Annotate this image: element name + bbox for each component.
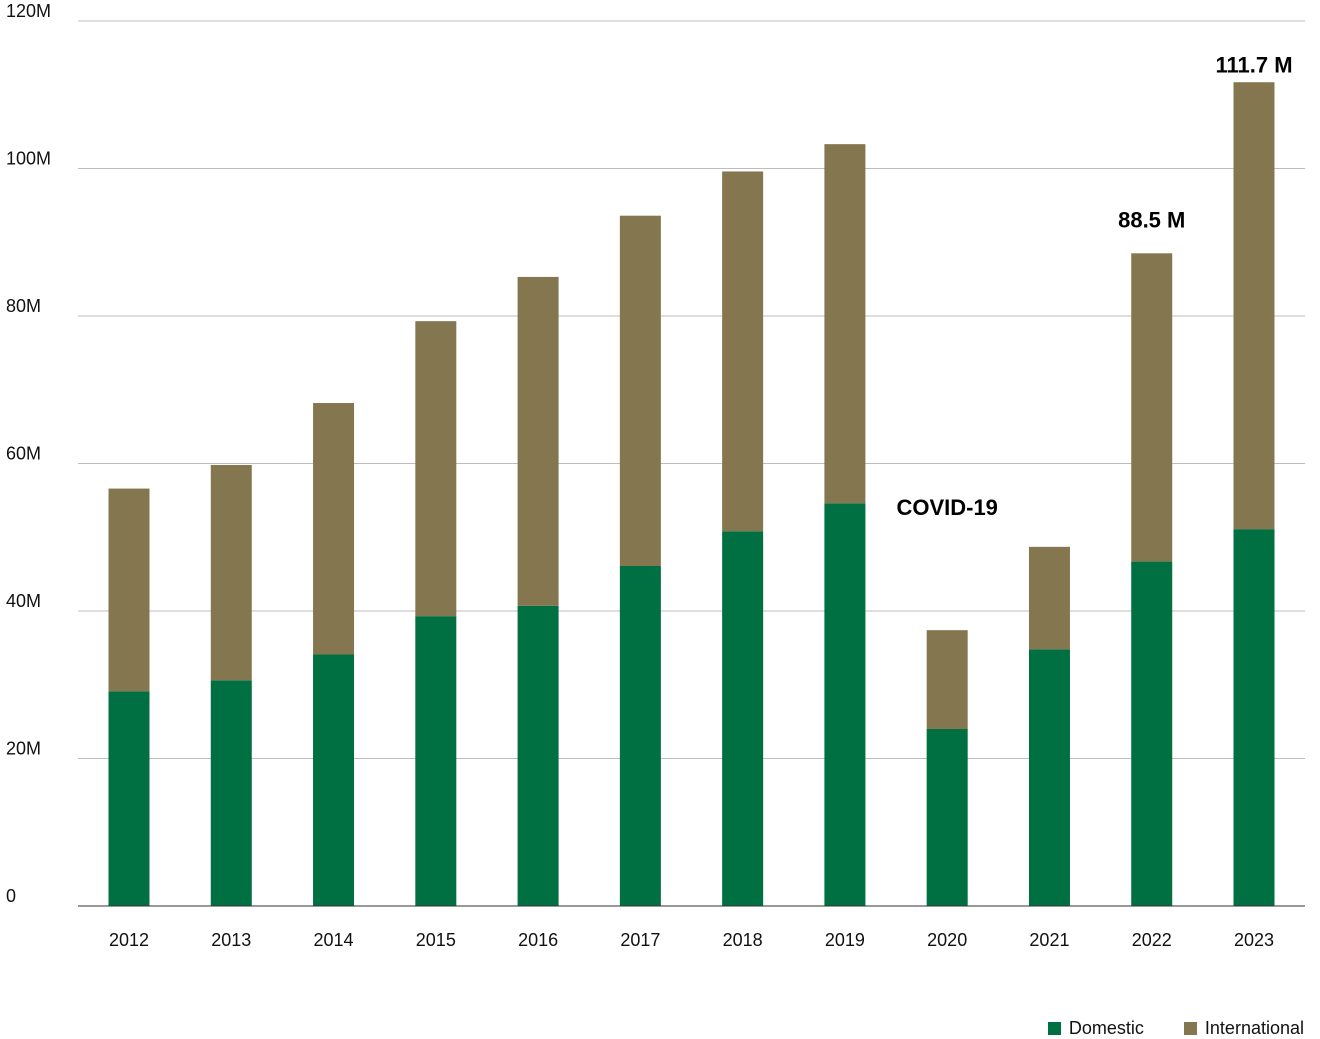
legend-label-international: International: [1204, 1018, 1304, 1038]
legend: Domestic International: [1047, 1018, 1304, 1039]
x-tick-label: 2016: [518, 930, 558, 950]
x-tick-label: 2018: [723, 930, 763, 950]
legend-swatch-international: [1183, 1022, 1197, 1035]
annotation-label: COVID-19: [896, 495, 997, 520]
bar-international-2012: [108, 488, 150, 692]
bar-domestic-2022: [1131, 561, 1173, 906]
bar-international-2018: [722, 171, 764, 532]
bar-domestic-2014: [313, 654, 355, 906]
x-tick-label: 2020: [927, 930, 967, 950]
bar-domestic-2013: [210, 680, 252, 906]
y-tick-label: 80M: [6, 296, 41, 316]
y-tick-label: 40M: [6, 591, 41, 611]
bar-international-2016: [517, 276, 559, 606]
bar-domestic-2015: [415, 616, 457, 906]
bar-domestic-2023: [1233, 529, 1275, 906]
gridlines: [78, 20, 1305, 759]
x-tick-label: 2022: [1132, 930, 1172, 950]
y-tick-label: 20M: [6, 739, 41, 759]
bar-domestic-2018: [722, 531, 764, 906]
bar-international-2022: [1131, 253, 1173, 562]
x-tick-label: 2019: [825, 930, 865, 950]
annotation-label: 88.5 M: [1118, 208, 1185, 233]
annotations: COVID-19 88.5 M 111.7 M: [896, 53, 1292, 521]
x-tick-label: 2015: [416, 930, 456, 950]
y-tick-label: 120M: [6, 1, 51, 21]
y-tick-label: 60M: [6, 444, 41, 464]
bar-domestic-2012: [108, 691, 150, 906]
bar-international-2017: [619, 215, 661, 567]
legend-swatch-domestic: [1047, 1022, 1061, 1035]
x-tick-label: 2023: [1234, 930, 1274, 950]
stacked-bar-chart: 0 20M 40M 60M 80M 100M 120M 2012 2013 2014 2015 201…: [6, 1, 1305, 950]
annotation-label: 111.7 M: [1215, 53, 1292, 78]
x-tick-label: 2021: [1029, 930, 1069, 950]
bar-international-2023: [1233, 82, 1275, 530]
bar-international-2014: [313, 403, 355, 655]
x-tick-label: 2017: [620, 930, 660, 950]
x-tick-label: 2013: [211, 930, 251, 950]
bar-domestic-2020: [926, 729, 968, 906]
bar-international-2015: [415, 321, 457, 617]
legend-label-domestic: Domestic: [1068, 1018, 1144, 1038]
legend-item-domestic: Domestic: [1047, 1018, 1144, 1039]
bar-international-2019: [824, 144, 866, 504]
bars: [108, 82, 1275, 906]
y-tick-label: 100M: [6, 149, 51, 169]
x-tick-label: 2014: [314, 930, 354, 950]
bar-domestic-2019: [824, 503, 866, 906]
bar-domestic-2016: [517, 605, 559, 906]
bar-international-2020: [926, 630, 968, 729]
bar-international-2013: [210, 464, 252, 681]
x-tick-label: 2012: [109, 930, 149, 950]
bar-domestic-2021: [1028, 649, 1070, 906]
bar-international-2021: [1028, 546, 1070, 650]
axes: 0 20M 40M 60M 80M 100M 120M 2012 2013 2014 2015 201…: [6, 1, 1305, 950]
bar-domestic-2017: [619, 566, 661, 906]
y-tick-label: 0: [6, 886, 16, 906]
legend-item-international: International: [1183, 1018, 1304, 1039]
